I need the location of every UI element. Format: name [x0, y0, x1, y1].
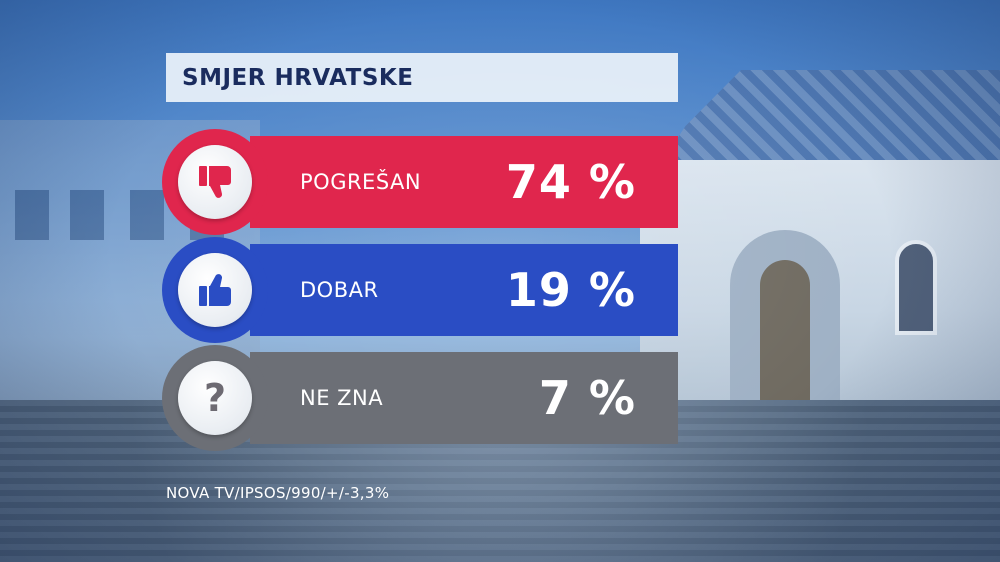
icon-disc	[178, 145, 252, 219]
icon-ring-negative	[162, 129, 268, 235]
icon-disc: ?	[178, 361, 252, 435]
title-box: SMJER HRVATSKE	[166, 53, 678, 102]
chart-title: SMJER HRVATSKE	[182, 64, 414, 91]
bar-ne-zna: NE ZNA 7 %	[250, 352, 678, 444]
bar-label: DOBAR	[300, 278, 379, 302]
thumbs-down-icon	[199, 166, 231, 198]
bar-pogresan: POGREŠAN 74 %	[250, 136, 678, 228]
question-mark-icon: ?	[203, 376, 227, 420]
thumbs-up-icon	[199, 274, 231, 306]
background-church-window	[895, 240, 937, 335]
icon-ring-unknown: ?	[162, 345, 268, 451]
bar-value: 7 %	[538, 371, 636, 425]
source-note: NOVA TV/IPSOS/990/+/-3,3%	[166, 484, 390, 502]
bar-value: 19 %	[505, 263, 636, 317]
background-church-door	[760, 260, 810, 400]
bar-label: POGREŠAN	[300, 170, 422, 194]
bar-label: NE ZNA	[300, 386, 384, 410]
bar-value: 74 %	[505, 155, 636, 209]
bar-dobar: DOBAR 19 %	[250, 244, 678, 336]
icon-ring-positive	[162, 237, 268, 343]
icon-disc	[178, 253, 252, 327]
